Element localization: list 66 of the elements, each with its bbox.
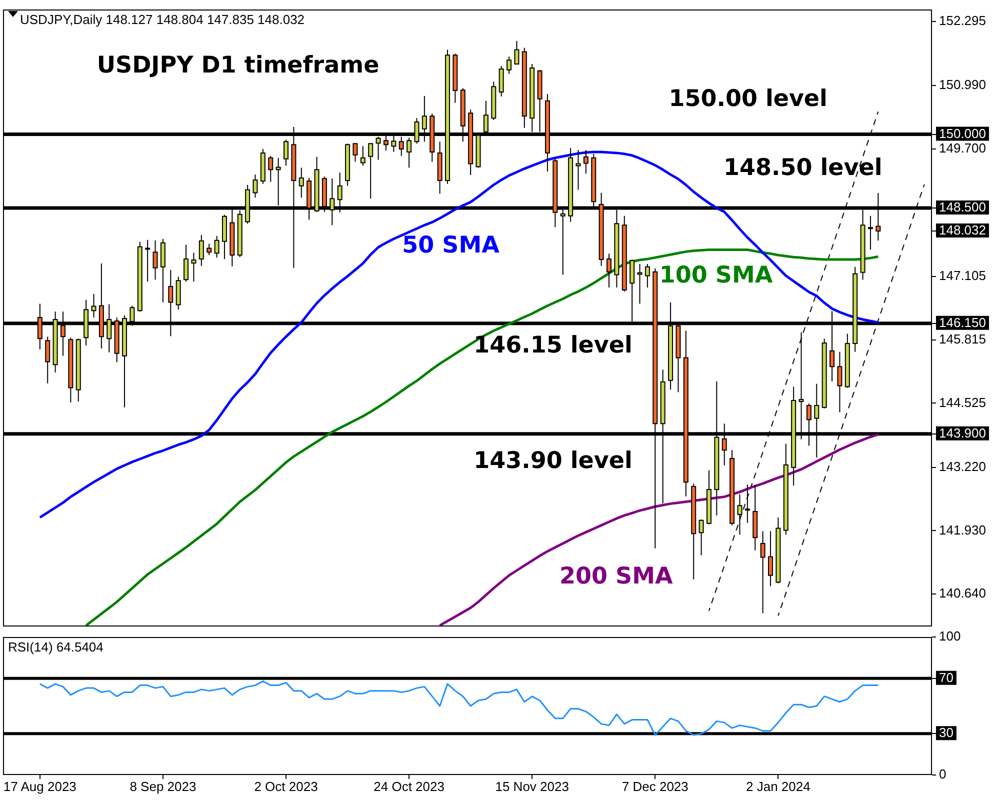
x-tick-label: 17 Aug 2023	[3, 779, 76, 794]
y-tick-label: 0	[939, 766, 946, 782]
x-tick-label: 15 Nov 2023	[495, 779, 569, 794]
candlestick	[583, 149, 588, 174]
candlestick	[45, 336, 50, 384]
candlestick	[352, 142, 358, 162]
x-tick-label: 2 Oct 2023	[254, 779, 318, 794]
ref-line-label: 148.50 level	[724, 154, 882, 181]
chart-title: USDJPY,Daily 148.127 148.804 147.835 148.032	[20, 12, 305, 28]
candlestick	[868, 215, 873, 250]
y-tick-label: 147.105	[939, 268, 986, 284]
candlestick	[145, 239, 150, 282]
candlestick	[191, 252, 196, 282]
y-tick-label: 144.525	[939, 394, 986, 410]
text: USDJPY D1 timeframe	[96, 52, 380, 78]
x-tick-label: 8 Sep 2023	[130, 779, 196, 794]
candlestick	[368, 142, 374, 200]
candlestick	[514, 40, 520, 66]
candlestick	[744, 484, 750, 524]
y-tick-label: 146.150	[939, 314, 986, 330]
candlestick	[252, 174, 258, 198]
candlestick	[152, 240, 158, 280]
ref-line-label: 143.90 level	[474, 448, 632, 474]
candlestick	[268, 155, 274, 182]
y-tick-label: 140.640	[939, 586, 986, 601]
y-tick-label: 145.815	[939, 331, 986, 346]
candlestick	[576, 149, 581, 190]
candlestick	[768, 530, 773, 587]
y-tick-label: 148.500	[939, 200, 986, 215]
y-tick-label: 148.032	[939, 222, 986, 238]
x-tick-label: 2 Jan 2024	[746, 779, 810, 794]
ref-line-label: 146.15 level	[474, 332, 632, 358]
candlestick	[198, 234, 204, 266]
series-label: 100 SMA	[659, 262, 773, 289]
candlestick	[284, 139, 289, 166]
y-tick-label: 150.000	[939, 126, 986, 141]
y-tick-label: 143.220	[939, 458, 986, 474]
y-tick-label: 152.295	[939, 13, 986, 28]
y-tick-label: 149.700	[939, 140, 986, 156]
candlestick	[760, 530, 766, 614]
chart-title: RSI(14) 64.5404	[8, 640, 104, 655]
y-tick-label: 143.900	[939, 426, 986, 441]
candlestick	[737, 494, 742, 536]
candlestick	[498, 65, 504, 97]
candlestick	[698, 518, 704, 556]
candlestick	[206, 243, 212, 256]
y-tick-label: 141.930	[939, 522, 986, 538]
y-tick-label: 100	[939, 628, 961, 644]
y-tick-label: 70	[939, 670, 954, 685]
series-label: 200 SMA	[560, 564, 673, 590]
candlestick	[506, 56, 512, 74]
series-label: 50 SMA	[402, 232, 500, 258]
candlestick	[91, 293, 96, 318]
x-tick-label: 7 Dec 2023	[622, 779, 688, 794]
candlestick	[184, 244, 189, 282]
candlestick	[837, 351, 842, 413]
x-tick-label: 24 Oct 2023	[374, 779, 444, 794]
candlestick	[214, 235, 220, 258]
candlestick	[360, 146, 366, 166]
ref-line-label: 150.00 level	[668, 86, 828, 112]
candlestick	[606, 253, 612, 288]
candlestick	[644, 263, 650, 288]
y-tick-label: 30	[939, 725, 954, 740]
candlestick	[637, 263, 642, 304]
candlestick	[298, 167, 304, 198]
y-tick-label: 150.990	[939, 77, 986, 92]
